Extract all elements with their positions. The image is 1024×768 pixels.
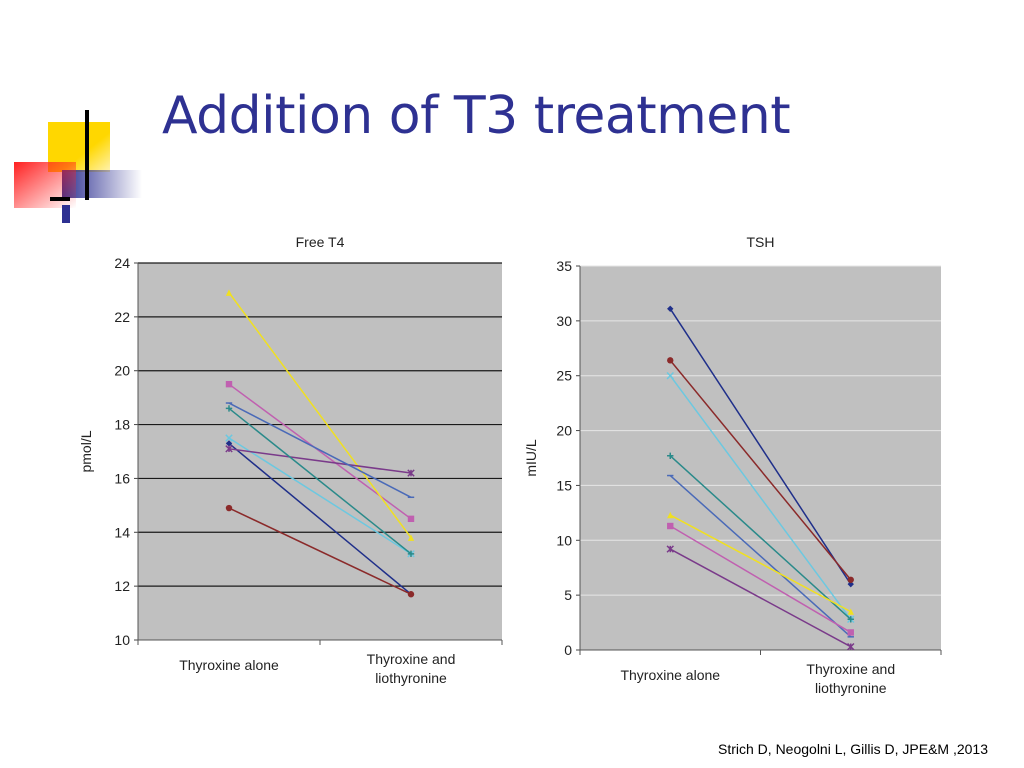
data-point	[847, 616, 854, 623]
data-point	[225, 434, 233, 442]
series-line	[669, 308, 852, 585]
y-tick-label: 5	[564, 587, 572, 603]
data-point	[847, 608, 854, 615]
data-point	[666, 545, 674, 553]
y-tick-label: 15	[556, 477, 572, 493]
y-tick-label: 10	[556, 532, 572, 548]
data-point	[666, 371, 674, 380]
citation-text: Strich D, Neogolni L, Gillis D, JPE&M ,2…	[718, 741, 988, 757]
series-line	[669, 455, 852, 620]
series-line	[228, 292, 412, 539]
data-point	[407, 591, 415, 598]
y-tick-label: 30	[556, 313, 572, 329]
series-line	[228, 402, 412, 498]
data-point	[407, 534, 415, 541]
series-3	[225, 289, 415, 541]
series-line	[228, 437, 412, 555]
series-line	[669, 548, 852, 648]
data-point	[667, 357, 674, 364]
x-category-label: Thyroxine and liothyronine	[806, 661, 895, 696]
data-point	[225, 440, 233, 447]
data-point	[667, 522, 674, 530]
y-tick-label: 18	[114, 417, 130, 433]
y-tick-label: 20	[114, 363, 130, 379]
series-line	[228, 448, 412, 474]
series-5	[225, 445, 415, 477]
x-category-label: Thyroxine alone	[179, 657, 279, 673]
data-point	[225, 380, 233, 388]
series-2	[667, 357, 854, 583]
series-6	[667, 511, 854, 615]
y-tick-label: 24	[114, 255, 130, 271]
series-7	[667, 522, 854, 636]
y-tick-label: 20	[556, 423, 572, 439]
series-line	[228, 407, 412, 555]
data-point	[847, 576, 854, 583]
series-1	[667, 305, 854, 588]
slide-title: Addition of T3 treatment	[162, 86, 791, 146]
data-point	[667, 452, 674, 460]
series-line	[669, 525, 852, 634]
y-tick-label: 12	[114, 578, 130, 594]
y-tick-label: 14	[114, 524, 130, 540]
series-line	[669, 514, 852, 613]
data-point	[847, 642, 855, 651]
y-tick-label: 0	[564, 642, 572, 658]
y-axis-label: mIU/L	[523, 439, 539, 477]
data-point	[225, 445, 233, 453]
data-point	[225, 504, 233, 512]
data-point	[225, 405, 233, 412]
plot-area	[580, 266, 941, 650]
y-tick-label: 22	[114, 309, 130, 325]
series-line	[669, 375, 852, 620]
y-tick-label: 10	[114, 632, 130, 648]
series-5	[667, 474, 854, 638]
tsh-chart: TSH 0 5 10 15 20 25 30 35 Thyroxine alone Thyroxin…	[523, 234, 942, 696]
data-point	[407, 469, 415, 477]
series-7	[225, 405, 415, 558]
data-point	[407, 515, 415, 523]
series-4	[667, 452, 854, 623]
data-point	[847, 629, 854, 636]
chart-title: TSH	[747, 234, 775, 250]
data-point	[407, 550, 415, 558]
series-line	[228, 507, 412, 595]
x-category-label: Thyroxine alone	[620, 667, 720, 683]
decorative-squares-graphic	[14, 110, 142, 223]
y-tick-label: 35	[556, 258, 572, 274]
series-line	[669, 359, 852, 581]
data-point	[667, 305, 674, 312]
data-point	[847, 580, 854, 588]
series-8	[666, 545, 855, 651]
y-tick-label: 16	[114, 470, 130, 486]
data-point	[225, 289, 233, 296]
series-8	[225, 402, 415, 499]
y-tick-label: 25	[556, 368, 572, 384]
series-line	[228, 442, 412, 595]
series-line	[669, 474, 852, 638]
data-point	[667, 511, 674, 519]
free-t4-chart: Free T4 10 12 14 16 18 20 22 24 Thyroxine alone Th…	[78, 234, 503, 686]
x-category-label: Thyroxine and liothyronine	[367, 651, 456, 686]
series-6	[225, 504, 415, 598]
chart-title: Free T4	[296, 234, 345, 250]
y-axis-label: pmol/L	[78, 430, 94, 472]
